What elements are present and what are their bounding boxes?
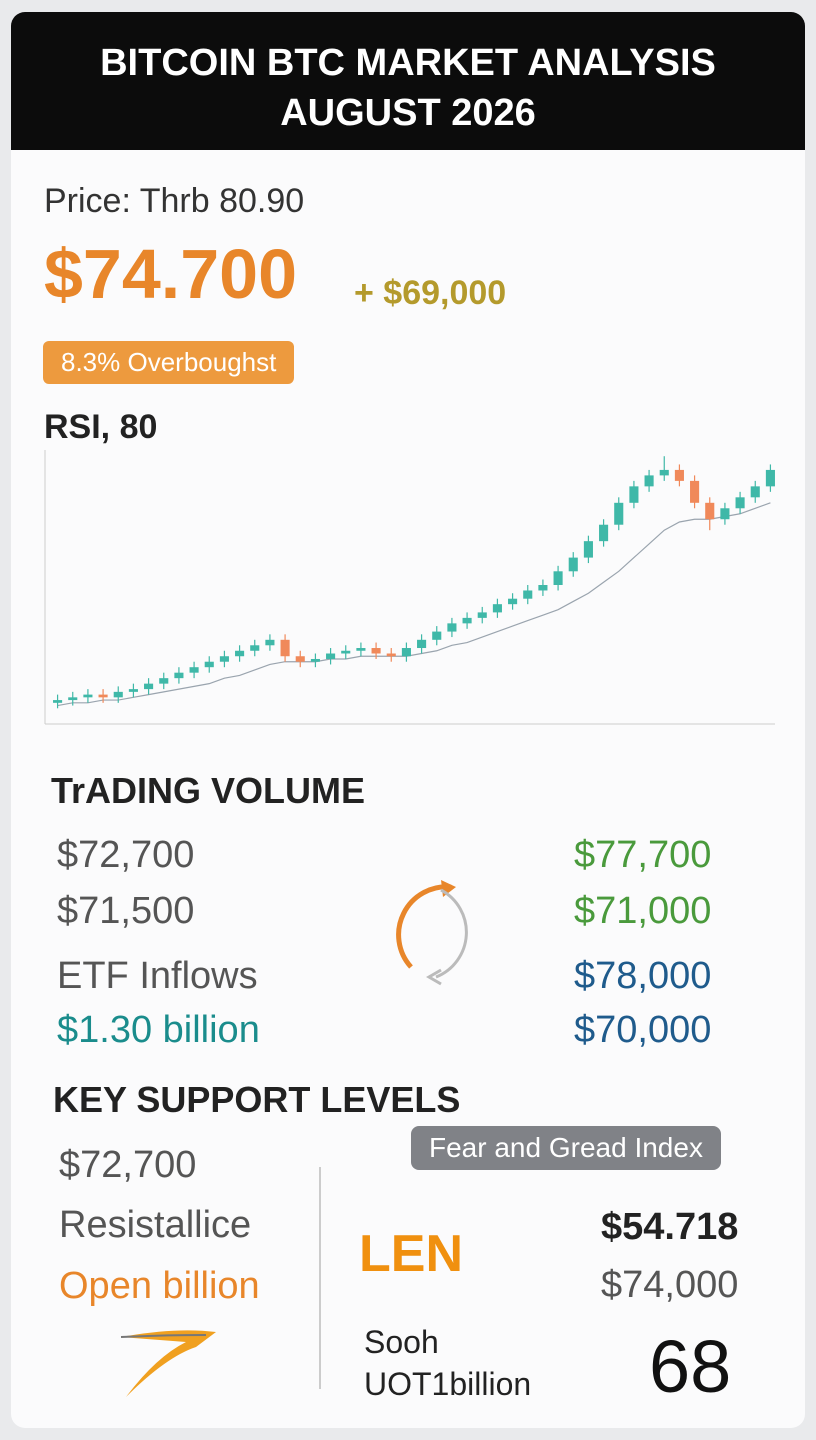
candle-body	[113, 691, 123, 698]
title: AUGUST 2026	[280, 92, 536, 134]
chart-title: RSI, 80	[44, 408, 158, 446]
candle-body	[599, 524, 609, 542]
section-title: TrADING VOLUME	[51, 770, 366, 811]
candle-body	[204, 661, 214, 668]
candle-body	[765, 469, 775, 487]
logo: LEN	[359, 1225, 463, 1283]
candle-body	[250, 645, 260, 651]
candle-body	[492, 604, 502, 613]
etf-value: $1.30 billion	[57, 1009, 260, 1051]
note: UOT1billion	[364, 1366, 532, 1402]
candle-body	[159, 678, 169, 684]
swoosh	[120, 1330, 216, 1397]
candle-body	[659, 469, 669, 476]
value: $54.718	[601, 1206, 739, 1248]
cycle-icon	[396, 880, 468, 986]
candle-body	[386, 653, 396, 657]
candle-body	[280, 639, 290, 657]
candle-body	[356, 648, 366, 651]
candle-body	[432, 631, 442, 640]
badge: 8.3% Overboughst	[43, 341, 295, 384]
candle-body	[508, 598, 518, 605]
card: BITCOIN BTC MARKET ANALYSIS AUGUST 2026 …	[11, 12, 805, 1428]
candle-body	[750, 486, 760, 498]
value: $71,000	[574, 890, 712, 932]
candle-body	[189, 667, 199, 673]
title: BITCOIN BTC MARKET ANALYSIS	[100, 42, 716, 84]
candle-body	[174, 672, 184, 679]
chart	[44, 450, 775, 725]
candle-body	[341, 650, 351, 654]
candle-body	[674, 469, 684, 481]
candle-body	[128, 689, 138, 692]
candle-body	[720, 508, 730, 520]
etf-label: ETF Inflows	[57, 955, 258, 997]
value: $72,700	[57, 834, 195, 876]
value: $71,500	[57, 890, 195, 932]
candle-body	[219, 656, 229, 662]
section-title: KEY SUPPORT LEVELS	[53, 1079, 461, 1120]
candle-body	[68, 697, 78, 701]
divider	[319, 1167, 321, 1389]
candle-body	[295, 656, 305, 662]
candle-body	[538, 585, 548, 591]
moving-average	[57, 502, 771, 707]
value: $70,000	[574, 1009, 712, 1051]
candle-body	[614, 502, 624, 525]
price-label: Price: Thrb 80.90	[44, 182, 305, 220]
candle-body	[629, 486, 639, 503]
index-value: 68	[649, 1325, 732, 1408]
candle-body	[705, 502, 715, 520]
price-value: $74.700	[44, 235, 298, 313]
candle-body	[447, 623, 457, 632]
value: $72,700	[59, 1144, 197, 1186]
candle-body	[568, 557, 578, 572]
note: Sooh	[364, 1324, 439, 1360]
value: $78,000	[574, 955, 712, 997]
candle-body	[371, 648, 381, 654]
badge: Fear and Gread Index	[411, 1126, 721, 1170]
price-change: + $69,000	[354, 274, 507, 312]
value: $77,700	[574, 834, 712, 876]
candle-body	[53, 700, 63, 703]
candle-body	[265, 639, 275, 646]
candle-body	[644, 475, 654, 487]
candle-body	[553, 571, 563, 585]
candle-body	[310, 658, 320, 662]
candle-body	[735, 497, 745, 509]
candle-body	[690, 480, 700, 503]
candle-body	[417, 639, 427, 649]
candle-body	[326, 653, 336, 659]
value: $74,000	[601, 1264, 739, 1306]
candle-body	[98, 694, 108, 698]
label: Resistallice	[59, 1204, 252, 1246]
candle-body	[401, 648, 411, 657]
candle-body	[523, 590, 533, 599]
label: Open billion	[59, 1265, 260, 1307]
candle-body	[583, 541, 593, 558]
header: BITCOIN BTC MARKET ANALYSIS AUGUST 2026	[11, 12, 805, 150]
candle-body	[83, 694, 93, 698]
candle-body	[462, 617, 472, 624]
candle-body	[477, 612, 487, 618]
candle-body	[235, 650, 245, 657]
candle-body	[144, 683, 154, 690]
